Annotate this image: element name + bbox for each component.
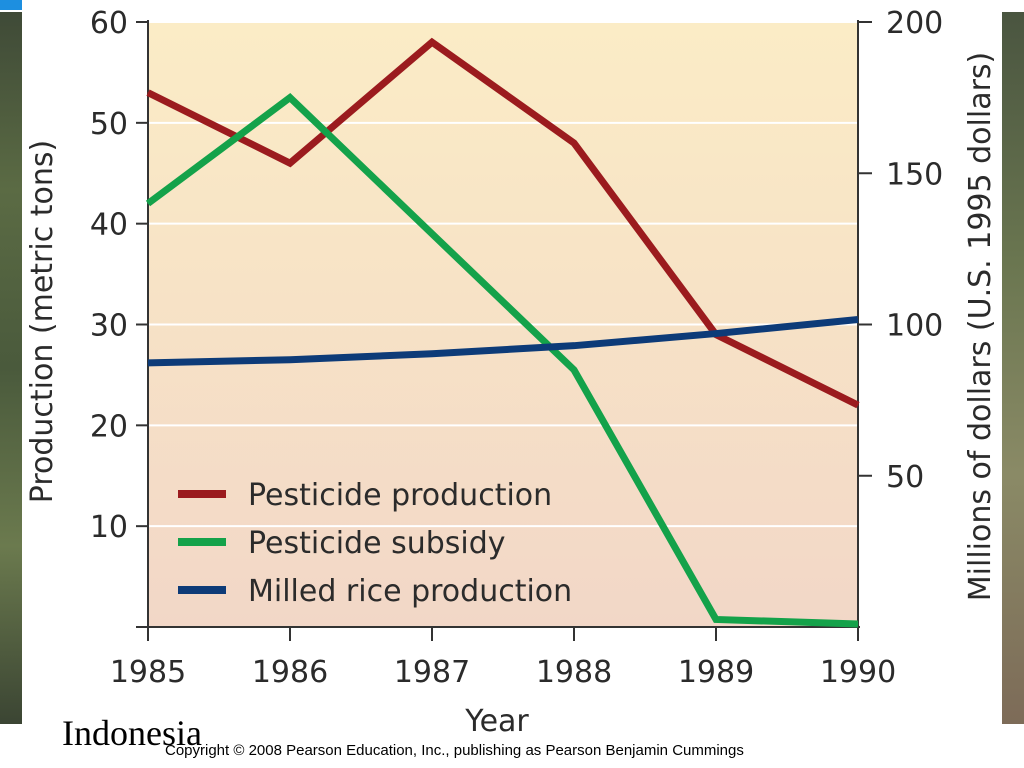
right-tick-label: 100 (886, 309, 943, 344)
data-point-pesticide-subsidy (573, 369, 575, 371)
data-point-pesticide-production (857, 404, 859, 406)
series-line-pesticide-subsidy (145, 93, 859, 628)
data-point-milled-rice-production (715, 333, 717, 335)
x-tick-label: 1986 (252, 655, 328, 690)
axes: 10 20 30 40 50 60 50 100 150 200 1985 1986 1987 1988 1… (25, 6, 998, 739)
left-tick-label: 30 (90, 309, 128, 344)
series-line-milled-rice-production (147, 315, 859, 367)
data-point-milled-rice-production (289, 359, 291, 361)
data-point-milled-rice-production (431, 353, 433, 355)
x-tick-label: 1985 (110, 655, 186, 690)
gridlines (148, 21, 858, 528)
region-label: Indonesia (62, 713, 202, 753)
data-point-pesticide-subsidy (431, 233, 433, 235)
left-tick-label: 10 (90, 510, 128, 545)
legend-label: Pesticide subsidy (248, 526, 506, 561)
data-point-pesticide-production (573, 142, 575, 144)
right-tick-label: 150 (886, 157, 943, 192)
data-point-milled-rice-production (573, 345, 575, 347)
series-lines (145, 37, 860, 628)
corner-accent (0, 0, 22, 10)
data-point-milled-rice-production (147, 362, 149, 364)
data-point-pesticide-production (289, 162, 291, 164)
copyright-text: Copyright © 2008 Pearson Education, Inc.… (165, 742, 744, 759)
data-point-pesticide-subsidy (715, 618, 717, 620)
x-tick-label: 1989 (678, 655, 754, 690)
left-tick-label: 20 (90, 409, 128, 444)
data-point-pesticide-production (147, 92, 149, 94)
data-point-pesticide-subsidy (857, 623, 859, 625)
left-tick-label: 40 (90, 208, 128, 243)
left-tick-label: 50 (90, 107, 128, 142)
legend-label: Pesticide production (248, 478, 552, 513)
x-tick-label: 1987 (394, 655, 470, 690)
data-point-pesticide-subsidy (289, 97, 291, 99)
right-tick-label: 50 (886, 460, 924, 495)
data-point-milled-rice-production (857, 318, 859, 320)
data-point-pesticide-subsidy (147, 203, 149, 204)
photo-strip-right (1002, 12, 1024, 724)
left-tick-label: 60 (90, 6, 128, 41)
series-line-pesticide-production (146, 37, 860, 409)
legend: Pesticide production Pesticide subsidy Mil… (178, 478, 572, 609)
data-point-pesticide-production (431, 41, 433, 43)
right-tick-label: 200 (886, 6, 943, 41)
left-axis-title: Production (metric tons) (25, 140, 60, 503)
legend-label: Milled rice production (248, 574, 572, 609)
x-tick-label: 1988 (536, 655, 612, 690)
right-axis-title: Millions of dollars (U.S. 1995 dollars) (963, 52, 998, 601)
x-axis-title: Year (464, 704, 529, 739)
photo-strip-left (0, 12, 22, 724)
x-tick-label: 1990 (820, 655, 896, 690)
